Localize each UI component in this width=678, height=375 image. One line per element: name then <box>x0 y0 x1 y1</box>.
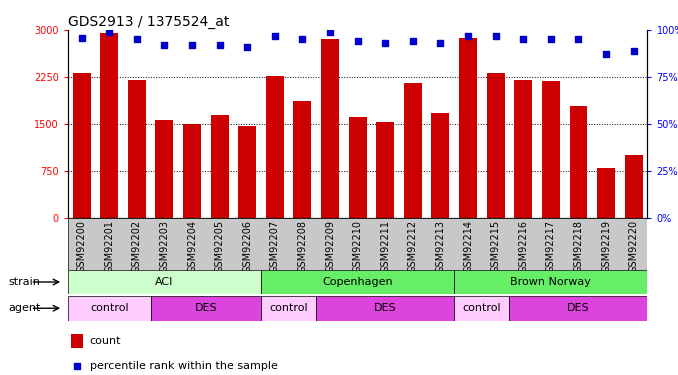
Bar <box>348 117 367 218</box>
Bar <box>431 112 450 218</box>
Point <box>297 36 308 42</box>
Point <box>629 48 639 54</box>
Point <box>462 33 473 39</box>
Text: GSM92203: GSM92203 <box>159 220 170 273</box>
Text: DES: DES <box>374 303 397 313</box>
Bar <box>68 270 261 294</box>
Text: GSM92219: GSM92219 <box>601 220 611 273</box>
Bar <box>570 106 587 218</box>
Point <box>545 36 556 42</box>
Point <box>353 38 363 44</box>
Bar <box>454 296 509 321</box>
Text: control: control <box>269 303 308 313</box>
Point <box>104 29 115 35</box>
Bar <box>151 296 261 321</box>
Text: ACI: ACI <box>155 277 174 287</box>
Text: GSM92211: GSM92211 <box>380 220 391 273</box>
Text: Brown Norway: Brown Norway <box>511 277 591 287</box>
Point <box>601 51 612 57</box>
Bar <box>266 76 284 217</box>
Text: GSM92214: GSM92214 <box>463 220 473 273</box>
Bar <box>73 73 91 217</box>
Text: GDS2913 / 1375524_at: GDS2913 / 1375524_at <box>68 15 229 29</box>
Text: Copenhagen: Copenhagen <box>322 277 393 287</box>
Bar <box>316 296 454 321</box>
Bar <box>238 126 256 218</box>
Bar <box>321 39 339 218</box>
Text: GSM92210: GSM92210 <box>353 220 363 273</box>
Bar <box>404 83 422 218</box>
Text: DES: DES <box>567 303 590 313</box>
Text: GSM92204: GSM92204 <box>187 220 197 273</box>
Bar <box>211 115 228 218</box>
Text: GSM92200: GSM92200 <box>77 220 87 273</box>
Point <box>186 42 197 48</box>
Bar <box>155 120 174 218</box>
Point <box>72 363 83 369</box>
Bar <box>261 270 454 294</box>
Point <box>380 40 391 46</box>
Text: GSM92215: GSM92215 <box>491 220 500 273</box>
Text: count: count <box>89 336 121 346</box>
Text: DES: DES <box>195 303 217 313</box>
Text: GSM92213: GSM92213 <box>435 220 445 273</box>
Text: GSM92216: GSM92216 <box>518 220 528 273</box>
Text: GSM92205: GSM92205 <box>215 220 224 273</box>
Point <box>214 42 225 48</box>
Point <box>325 29 336 35</box>
Point <box>435 40 446 46</box>
Text: GSM92220: GSM92220 <box>629 220 639 273</box>
Point <box>132 36 142 42</box>
Text: GSM92201: GSM92201 <box>104 220 114 273</box>
Point <box>573 36 584 42</box>
Bar <box>515 80 532 218</box>
Point <box>490 33 501 39</box>
Text: control: control <box>462 303 501 313</box>
Bar <box>100 33 118 218</box>
Text: GSM92218: GSM92218 <box>574 220 584 273</box>
Bar <box>183 124 201 218</box>
Text: GSM92209: GSM92209 <box>325 220 335 273</box>
Text: GSM92206: GSM92206 <box>242 220 252 273</box>
Point <box>242 44 253 50</box>
Point <box>407 38 418 44</box>
Text: GSM92207: GSM92207 <box>270 220 280 273</box>
Text: strain: strain <box>8 277 40 287</box>
Bar <box>376 122 394 218</box>
Bar <box>68 296 151 321</box>
Text: GSM92212: GSM92212 <box>408 220 418 273</box>
Point <box>76 34 87 40</box>
Text: agent: agent <box>8 303 41 313</box>
Bar <box>71 334 83 348</box>
Bar <box>542 81 560 218</box>
Text: percentile rank within the sample: percentile rank within the sample <box>89 361 278 371</box>
Text: GSM92217: GSM92217 <box>546 220 556 273</box>
Point <box>269 33 280 39</box>
Bar <box>487 73 504 217</box>
Bar <box>128 80 146 218</box>
Text: GSM92208: GSM92208 <box>298 220 307 273</box>
Bar <box>294 100 311 218</box>
Bar <box>509 296 647 321</box>
Bar <box>454 270 647 294</box>
Point <box>518 36 529 42</box>
Bar <box>597 168 615 217</box>
Point <box>159 42 170 48</box>
Text: control: control <box>90 303 129 313</box>
Text: GSM92202: GSM92202 <box>132 220 142 273</box>
Bar <box>261 296 316 321</box>
Bar <box>624 155 643 218</box>
Bar <box>459 38 477 218</box>
